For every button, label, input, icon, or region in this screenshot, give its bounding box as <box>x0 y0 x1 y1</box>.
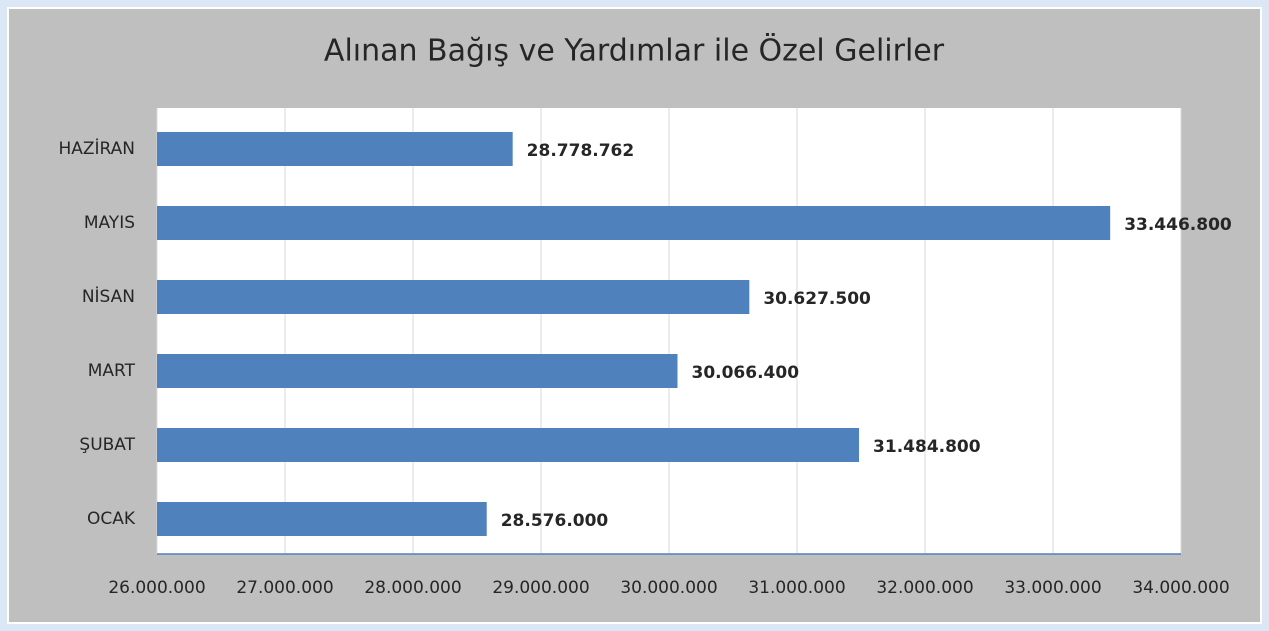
chart-title: Alınan Bağış ve Yardımlar ile Özel Gelir… <box>324 33 945 69</box>
x-tick-label: 29.000.000 <box>492 578 589 598</box>
value-label: 30.627.500 <box>763 289 871 309</box>
y-tick-label: ŞUBAT <box>79 435 135 455</box>
x-tick-label: 32.000.000 <box>876 578 973 598</box>
y-tick-label: MAYIS <box>84 213 135 233</box>
value-label: 30.066.400 <box>691 363 799 383</box>
value-label: 33.446.800 <box>1124 215 1232 235</box>
bar <box>157 354 678 388</box>
bar <box>157 206 1111 240</box>
value-label: 28.778.762 <box>527 141 635 161</box>
value-label: 28.576.000 <box>501 511 609 531</box>
bar <box>157 502 487 536</box>
bar <box>157 132 513 166</box>
x-tick-label: 28.000.000 <box>364 578 461 598</box>
x-tick-label: 34.000.000 <box>1132 578 1229 598</box>
x-tick-label: 26.000.000 <box>108 578 205 598</box>
x-tick-label: 31.000.000 <box>748 578 845 598</box>
x-tick-label: 27.000.000 <box>236 578 333 598</box>
x-tick-label: 30.000.000 <box>620 578 717 598</box>
y-tick-label: NİSAN <box>82 286 135 307</box>
y-tick-label: OCAK <box>87 509 136 529</box>
value-label: 31.484.800 <box>873 437 981 457</box>
y-tick-label: HAZİRAN <box>58 138 135 159</box>
bar <box>157 428 860 462</box>
bar <box>157 280 750 314</box>
x-tick-label: 33.000.000 <box>1004 578 1101 598</box>
y-tick-label: MART <box>88 361 136 381</box>
